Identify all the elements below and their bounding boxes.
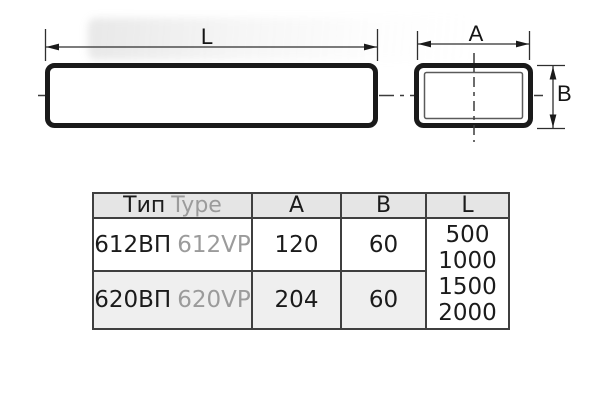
height-dimension-label: B <box>557 81 572 106</box>
row-612-type-en: 612VP <box>177 231 251 258</box>
header-l: L <box>427 194 508 219</box>
b-arrowhead-top <box>549 66 557 80</box>
technical-drawing: L A B <box>38 21 572 142</box>
length-option-500: 500 <box>445 221 490 248</box>
header-a: A <box>253 194 342 219</box>
l-arrowhead-right <box>364 43 377 51</box>
length-option-2000: 2000 <box>438 299 497 326</box>
b-arrowhead-bottom <box>549 114 557 128</box>
length-option-1000: 1000 <box>438 247 497 274</box>
length-option-1500: 1500 <box>438 273 497 300</box>
row-612-b-value: 60 <box>342 219 427 272</box>
row-620-a-value: 204 <box>253 272 342 328</box>
width-dimension-label: A <box>469 21 484 46</box>
row-620-type-ru: 620ВП <box>94 287 172 313</box>
row-612-type-ru: 612ВП <box>94 231 172 258</box>
length-options-cell: 500 1000 1500 2000 <box>427 219 508 328</box>
a-arrowhead-left <box>418 40 431 48</box>
header-type: Тип Type <box>94 194 253 219</box>
a-arrowhead-right <box>516 40 529 48</box>
header-b: B <box>342 194 427 219</box>
length-dimension-label: L <box>201 24 213 49</box>
header-type-ru: Тип <box>123 194 166 218</box>
spec-table: Тип Type A B L 612ВП 612VP 120 60 500 10… <box>92 192 510 330</box>
l-arrowhead-left <box>46 43 59 51</box>
row-612-type: 612ВП 612VP <box>94 219 253 272</box>
header-type-en: Type <box>171 194 222 218</box>
row-620-type-en: 620VP <box>177 287 251 313</box>
row-620-b-value: 60 <box>342 272 427 328</box>
duct-side-view <box>45 63 378 128</box>
row-620-type: 620ВП 620VP <box>94 272 253 328</box>
row-612-a-value: 120 <box>253 219 342 272</box>
